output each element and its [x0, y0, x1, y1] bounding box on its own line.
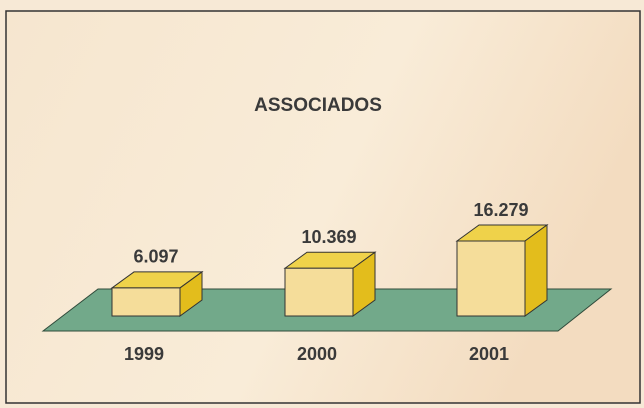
chart-title: ASSOCIADOS	[254, 95, 382, 116]
bar	[456, 240, 526, 317]
frame	[5, 10, 641, 404]
value-label: 16.279	[473, 200, 528, 220]
x-tick-label: 1999	[124, 344, 164, 364]
x-tick-label: 2000	[297, 344, 337, 364]
bar-side	[524, 224, 548, 317]
bar	[284, 267, 354, 317]
bar	[111, 287, 181, 317]
x-tick-label: 2001	[469, 344, 509, 364]
value-label: 6.097	[133, 247, 178, 267]
value-label: 10.369	[301, 227, 356, 247]
